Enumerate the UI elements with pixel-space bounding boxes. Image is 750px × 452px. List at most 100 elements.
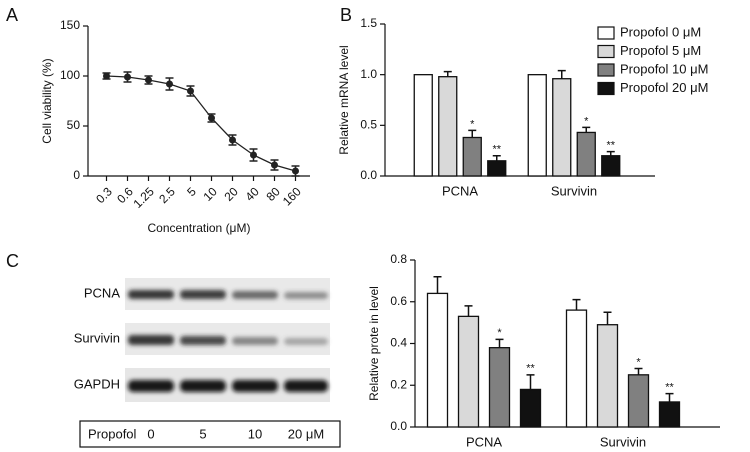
significance: ** <box>526 363 535 375</box>
bar <box>576 131 596 177</box>
bar <box>596 324 619 428</box>
significance: ** <box>665 382 674 394</box>
band <box>284 292 328 299</box>
error-bar <box>433 275 442 294</box>
point <box>292 167 299 175</box>
error-bar <box>464 305 473 317</box>
y-tick-label: 0.0 <box>360 168 377 182</box>
point <box>187 87 194 95</box>
y-tick-label: 0.8 <box>390 252 407 266</box>
lane-label: 20 μM <box>288 426 324 441</box>
y-tick-label: 0 <box>73 168 80 182</box>
legend-swatch <box>597 44 615 59</box>
significance: * <box>470 118 475 130</box>
bar <box>413 74 433 177</box>
y-tick-label: 100 <box>60 68 80 82</box>
legend-swatch <box>597 81 615 96</box>
x-tick-label: 20 <box>222 184 242 204</box>
bar <box>627 374 650 428</box>
error-bar <box>572 298 581 311</box>
point <box>229 136 236 144</box>
significance: * <box>584 115 589 127</box>
bar <box>565 309 588 428</box>
x-tick-label: Survivin <box>551 183 597 198</box>
error-bar <box>526 374 535 390</box>
error-bar <box>495 338 504 348</box>
legend-label: Propofol 5 μM <box>620 43 701 58</box>
x-tick-label: 1.25 <box>130 184 157 211</box>
y-tick-label: 1.5 <box>360 16 377 30</box>
lane-box <box>79 420 341 448</box>
error-bar <box>468 129 477 138</box>
legend-swatch <box>597 63 615 77</box>
lane-label: 10 <box>248 426 262 441</box>
band <box>180 336 226 345</box>
error-bar <box>582 126 591 133</box>
y-tick-label: 0.5 <box>360 118 377 132</box>
bar <box>462 136 482 177</box>
error-bar <box>606 150 615 156</box>
x-tick-label: 2.5 <box>156 184 178 206</box>
x-tick-label: 80 <box>264 184 284 204</box>
significance: ** <box>606 140 615 152</box>
bar <box>519 388 542 428</box>
x-axis-label: Concentration (μM) <box>148 221 251 235</box>
bar <box>438 76 458 177</box>
error-bar <box>443 70 452 77</box>
x-tick-label: 40 <box>243 184 263 204</box>
band <box>180 380 226 392</box>
y-tick-label: 0.0 <box>390 419 407 433</box>
bar <box>552 78 572 177</box>
y-tick-label: 1.0 <box>360 67 377 81</box>
panel-label: B <box>340 5 352 25</box>
significance: * <box>497 327 502 339</box>
point <box>103 72 110 80</box>
band <box>128 290 174 299</box>
band <box>128 380 174 392</box>
point <box>271 161 278 169</box>
bar <box>601 155 621 177</box>
panel-label: A <box>6 5 18 25</box>
bar <box>488 347 511 428</box>
lane-label: 0 <box>147 426 154 441</box>
x-tick-label: 160 <box>280 184 304 208</box>
bar <box>457 315 480 428</box>
x-tick-label: 0.3 <box>93 184 115 206</box>
legend-label: Propofol 20 μM <box>620 80 708 95</box>
point <box>250 151 257 159</box>
y-tick-label: 150 <box>60 18 80 32</box>
legend-swatch <box>597 26 615 40</box>
error-bar <box>557 69 566 79</box>
line <box>106 75 296 172</box>
y-axis-label: Cell viability (%) <box>40 58 54 143</box>
y-axis-label: Relative mRNA level <box>337 45 351 154</box>
x-tick-label: 10 <box>201 184 221 204</box>
point <box>124 73 131 81</box>
bar <box>487 160 507 177</box>
band <box>284 380 328 392</box>
blot-row-label: GAPDH <box>74 376 120 391</box>
bar <box>658 401 681 428</box>
error-bar <box>492 154 501 161</box>
blot-row-label: Survivin <box>74 330 120 345</box>
panel-label: C <box>6 251 19 271</box>
band <box>232 291 278 299</box>
bar <box>426 292 449 428</box>
point <box>166 80 173 88</box>
error-bar <box>665 392 674 402</box>
error-bar <box>603 311 612 325</box>
band <box>128 335 174 345</box>
x-tick-label: Survivin <box>600 434 646 449</box>
significance: * <box>636 356 641 368</box>
lane-label: 5 <box>199 426 206 441</box>
blot-image <box>79 278 341 448</box>
y-tick-label: 0.4 <box>390 336 407 350</box>
y-tick-label: 0.2 <box>390 377 407 391</box>
error-bar <box>634 367 643 375</box>
y-tick-label: 50 <box>67 118 81 132</box>
lane-title: Propofol <box>88 426 137 441</box>
x-tick-label: PCNA <box>442 183 478 198</box>
point <box>145 76 152 84</box>
band <box>232 380 278 392</box>
